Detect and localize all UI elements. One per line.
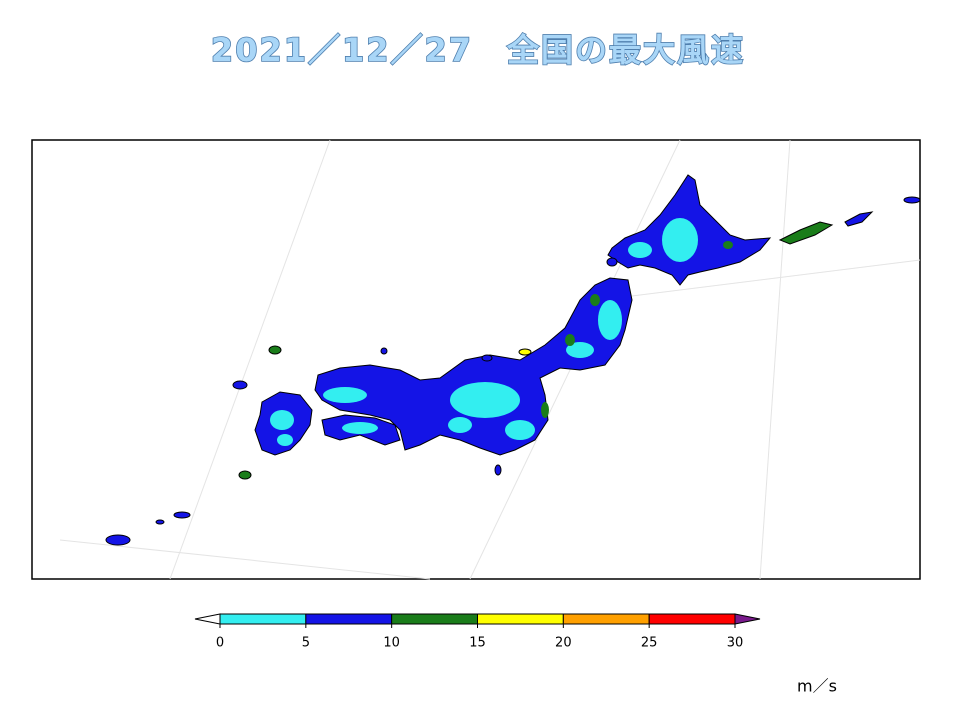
tick-label: 0	[216, 636, 224, 651]
color-bin	[305, 613, 393, 625]
honshu	[314, 277, 633, 456]
low-wind-areas	[270, 218, 698, 446]
map	[31, 139, 921, 580]
unit-label: m／s	[797, 677, 837, 696]
color-bin	[219, 613, 307, 625]
tick-label: 10	[383, 636, 400, 651]
island	[232, 380, 248, 390]
over-arrow	[734, 613, 761, 625]
tick-label: 30	[727, 636, 744, 651]
island	[518, 348, 532, 356]
title: 2021／12／27 全国の最大風速	[211, 31, 745, 69]
island	[903, 196, 921, 204]
island	[606, 257, 618, 267]
colorbar: 0 5 10 15 20 25 30	[194, 613, 761, 651]
color-bin	[562, 613, 650, 625]
island	[173, 511, 191, 519]
tick-label: 20	[555, 636, 572, 651]
tick-label: 25	[641, 636, 658, 651]
land	[105, 174, 921, 546]
color-bin	[477, 613, 564, 625]
island	[105, 534, 131, 546]
kuril	[778, 221, 834, 245]
color-bin	[391, 613, 478, 625]
color-bin	[648, 613, 736, 625]
island	[155, 519, 165, 525]
island	[238, 470, 252, 480]
tick-label: 5	[302, 636, 310, 651]
moderate-wind-areas	[541, 241, 733, 418]
under-arrow	[194, 613, 221, 625]
tick-label: 15	[469, 636, 486, 651]
island	[268, 345, 282, 355]
island	[380, 347, 388, 355]
kuril	[844, 211, 874, 227]
island	[481, 354, 493, 362]
island	[494, 464, 502, 476]
